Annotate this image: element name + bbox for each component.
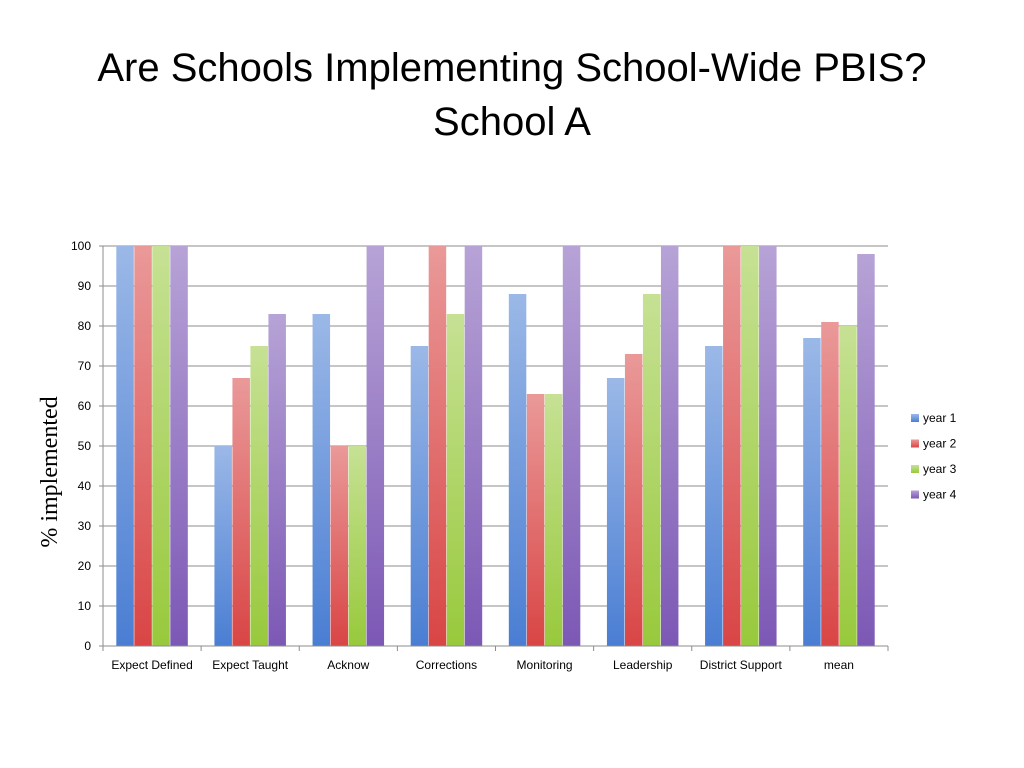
axes: 0 10 20 30 40 50 60 70 80 90 100 Expect Defined Expe… [71,239,889,672]
bar-year-1-expect-defined [116,246,134,646]
bar-year-4-monitoring [562,246,581,646]
bar-year-3-corrections [446,314,465,646]
x-tick-label: Acknow [327,658,369,672]
bar-year-2-acknow [330,446,349,646]
bar-year-3-district-support [741,246,759,646]
bar-year-4-acknow [366,246,385,646]
legend-swatch [911,490,919,499]
x-tick-label: mean [824,658,854,672]
bar-year-3-acknow [348,446,367,646]
y-tick-label: 80 [78,319,92,333]
bar-year-2-expect-taught [232,378,250,646]
y-tick-label: 40 [78,479,92,493]
bar-year-2-leadership [624,354,643,646]
y-tick-label: 20 [78,559,92,573]
legend-label: year 2 [923,437,957,451]
x-tick-label: Expect Defined [111,658,192,672]
bar-year-2-district-support [723,246,741,646]
bar-year-3-expect-defined [152,246,170,646]
bar-year-3-mean [839,326,857,646]
bar-year-2-monitoring [526,394,545,646]
legend-label: year 1 [923,411,957,425]
bar-year-1-acknow [312,314,331,646]
bar-year-3-expect-taught [250,346,268,646]
slide-title: Are Schools Implementing School-Wide PBI… [97,46,927,90]
y-tick-label: 10 [78,599,92,613]
y-tick-label: 50 [78,439,92,453]
x-tick-label: District Support [700,658,783,672]
y-tick-label: 30 [78,519,92,533]
x-tick-label: Leadership [613,658,673,672]
slide-subtitle: School A [433,100,591,144]
y-tick-label: 90 [78,279,92,293]
legend-swatch [911,465,919,473]
bar-year-3-leadership [642,294,661,646]
bar-year-1-corrections [410,346,429,646]
bar-year-2-corrections [428,246,447,646]
y-tick-label: 100 [71,239,91,253]
bar-year-4-expect-defined [170,246,188,646]
y-axis-label: % implemented [37,396,63,547]
x-tick-label: Expect Taught [212,658,288,672]
legend-label: year 4 [923,488,957,502]
y-tick-label: 60 [78,399,92,413]
bar-year-1-leadership [606,378,625,646]
bars [116,246,875,646]
bar-year-1-monitoring [508,294,527,646]
y-tick-label: 0 [84,639,91,653]
x-tick-label: Monitoring [517,658,573,672]
y-tick-label: 70 [78,359,92,373]
legend: year 1 year 2 year 3 year 4 [911,411,957,502]
bar-year-4-district-support [759,246,777,646]
x-tick-label: Corrections [416,658,477,672]
bar-year-1-mean [803,338,821,646]
bar-year-4-mean [857,254,875,646]
bar-year-4-leadership [660,246,679,646]
bar-year-2-mean [821,322,839,646]
legend-swatch [911,439,919,448]
bar-year-1-district-support [705,346,723,646]
bar-year-2-expect-defined [134,246,152,646]
bar-year-4-corrections [464,246,483,646]
legend-label: year 3 [923,462,957,476]
legend-swatch [911,414,919,422]
bar-year-4-expect-taught [268,314,286,646]
bar-year-3-monitoring [544,394,563,646]
bar-year-1-expect-taught [214,446,232,646]
